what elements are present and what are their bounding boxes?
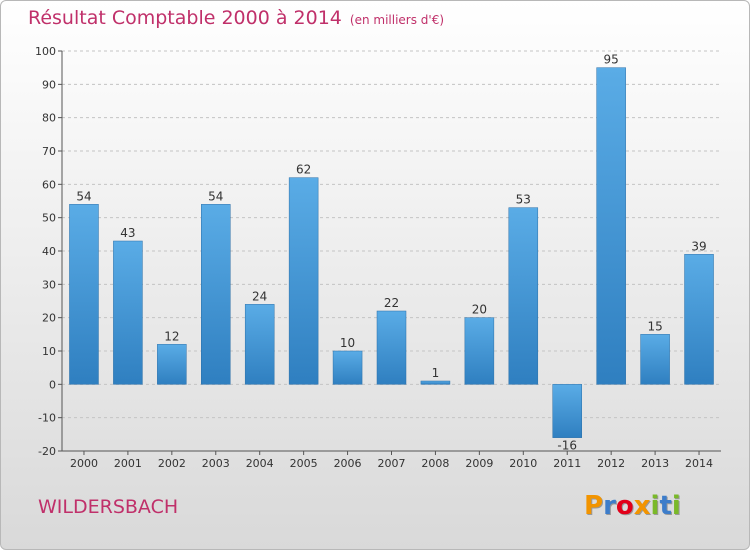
x-tick-label: 2009	[465, 457, 493, 470]
proxiti-logo: Proxiti	[584, 491, 681, 521]
x-tick-label: 2002	[158, 457, 186, 470]
data-label: 1	[432, 366, 440, 380]
chart-subtitle: (en milliers d'€)	[349, 13, 445, 27]
data-label: 12	[164, 329, 179, 343]
y-tick-label: 40	[42, 245, 56, 258]
y-tick-label: 0	[49, 378, 56, 391]
data-label: 54	[76, 189, 91, 203]
logo-letter: i	[650, 491, 660, 521]
bar	[376, 310, 407, 385]
y-tick-label: 60	[42, 178, 56, 191]
bar	[244, 304, 275, 385]
x-tick-label: 2006	[334, 457, 362, 470]
y-tick-label: 90	[42, 78, 56, 91]
x-tick-label: 2000	[70, 457, 98, 470]
bar	[113, 240, 143, 385]
x-tick-label: 2001	[114, 457, 142, 470]
logo-letter: r	[603, 491, 616, 521]
chart-title: Résultat Comptable 2000 à 2014 (en millie…	[28, 7, 444, 29]
x-tick-label: 2003	[202, 457, 230, 470]
bar	[157, 344, 187, 385]
y-tick-label: 50	[42, 212, 56, 225]
data-label: 62	[296, 163, 311, 177]
logo-letter: x	[633, 491, 651, 521]
data-label: 24	[252, 289, 267, 303]
data-label: 20	[472, 303, 487, 317]
y-tick-label: 100	[35, 45, 56, 58]
y-tick-label: 70	[42, 145, 56, 158]
title-text: Résultat Comptable 2000 à 2014	[28, 7, 342, 29]
data-label: 22	[384, 296, 399, 310]
bar	[464, 317, 495, 385]
logo-letter: o	[615, 491, 634, 521]
data-label: 10	[340, 336, 355, 350]
x-tick-label: 2008	[421, 457, 449, 470]
logo-letter: i	[671, 491, 681, 521]
bar	[201, 204, 231, 385]
x-tick-label: 2010	[509, 457, 537, 470]
data-label: 54	[208, 189, 223, 203]
bar	[684, 254, 714, 385]
commune-name: WILDERSBACH	[38, 496, 179, 518]
bar	[288, 177, 319, 385]
x-tick-label: 2013	[641, 457, 669, 470]
bar	[508, 207, 539, 385]
x-tick-label: 2014	[685, 457, 713, 470]
data-label: 43	[120, 226, 135, 240]
x-tick-label: 2012	[597, 457, 625, 470]
data-label: 39	[691, 239, 706, 253]
x-tick-label: 2005	[290, 457, 318, 470]
y-tick-label: -10	[38, 412, 56, 425]
data-label: 95	[604, 53, 619, 67]
y-tick-label: 10	[42, 345, 56, 358]
data-label: 53	[516, 193, 531, 207]
bar	[640, 334, 670, 385]
logo-letter: P	[584, 491, 604, 521]
bar	[596, 67, 626, 385]
y-tick-label: -20	[38, 445, 56, 458]
logo-letter: t	[659, 491, 672, 521]
x-tick-label: 2007	[378, 457, 406, 470]
bar	[552, 384, 582, 438]
y-tick-label: 30	[42, 278, 56, 291]
bar	[69, 204, 99, 385]
data-label: 15	[647, 319, 662, 333]
bar	[332, 350, 363, 385]
x-tick-label: 2004	[246, 457, 274, 470]
bar	[420, 380, 451, 385]
y-tick-label: 80	[42, 112, 56, 125]
data-label: -16	[557, 439, 577, 453]
x-tick-label: 2011	[553, 457, 581, 470]
y-tick-label: 20	[42, 312, 56, 325]
